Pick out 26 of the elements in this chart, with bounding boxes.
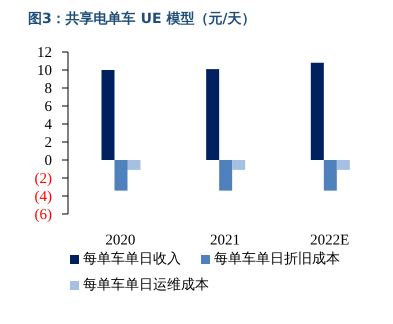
y-tick-label: (4) xyxy=(34,189,52,205)
bar xyxy=(336,160,350,170)
y-tick-label: 6 xyxy=(44,99,52,115)
x-tick-label: 2020 xyxy=(105,232,136,249)
y-tick-label: 10 xyxy=(37,63,52,79)
x-tick-label: 2021 xyxy=(210,232,240,249)
bar xyxy=(206,69,220,160)
bar xyxy=(114,160,128,191)
y-tick-label: 4 xyxy=(44,117,52,133)
legend-label: 每单车单日收入 xyxy=(83,250,181,268)
bar xyxy=(324,160,337,191)
y-tick-label: 0 xyxy=(44,153,52,169)
bar xyxy=(219,160,232,191)
y-tick-label: (6) xyxy=(34,207,52,223)
bar xyxy=(232,160,246,170)
y-tick-label: 2 xyxy=(44,135,52,151)
y-tick-label: 8 xyxy=(44,81,52,97)
y-tick-label: (2) xyxy=(34,171,52,187)
chart-title: 图3：共享电单车 UE 模型（元/天） xyxy=(28,10,256,28)
bar xyxy=(127,160,140,170)
bar xyxy=(310,62,324,160)
bar xyxy=(101,70,114,160)
legend-label: 每单车单日运维成本 xyxy=(83,276,209,294)
x-tick-label: 2022E xyxy=(310,232,350,249)
y-tick-label: 12 xyxy=(37,45,52,61)
legend-label: 每单车单日折旧成本 xyxy=(214,250,340,268)
